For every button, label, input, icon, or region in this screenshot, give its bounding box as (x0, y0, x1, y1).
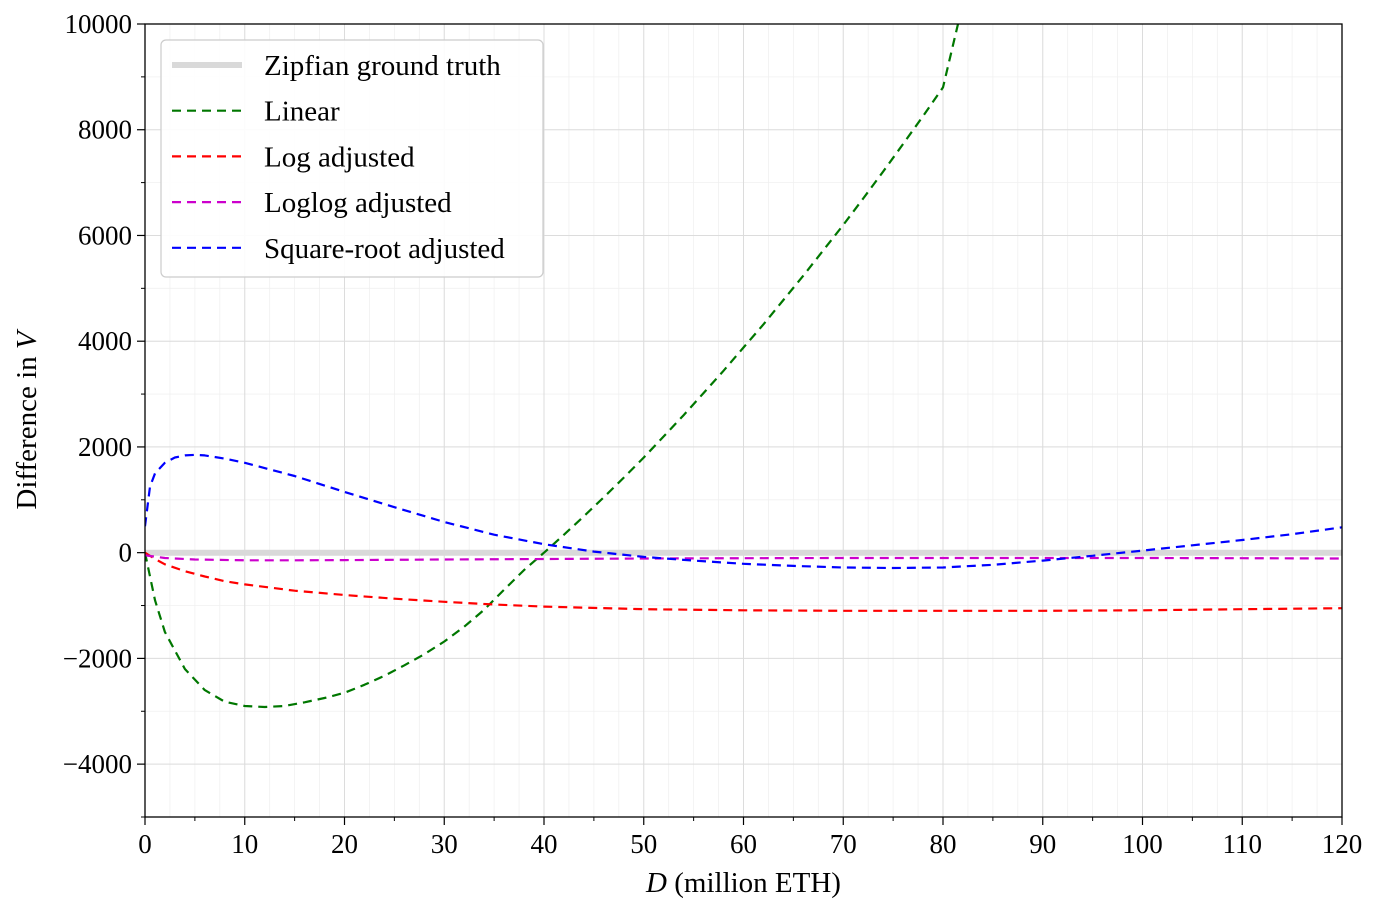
x-tick-label: 20 (331, 829, 358, 859)
x-tick-label: 10 (231, 829, 258, 859)
x-tick-label: 0 (138, 829, 152, 859)
x-axis-label: D (million ETH) (645, 867, 841, 899)
x-axis-label-rest: (million ETH) (667, 867, 841, 899)
series-line-2 (145, 551, 1342, 612)
axis-ticks (137, 23, 1343, 825)
y-axis-label-var: V (11, 328, 43, 349)
tick-labels: 0 10 20 30 40 50 60 70 80 90 100 110 120 −4000 −2000 0 2… (63, 9, 1362, 859)
x-tick-label: 30 (431, 829, 458, 859)
x-axis-label-var: D (645, 867, 667, 899)
legend: Zipfian ground truth Linear Log adjusted Lo… (160, 39, 544, 278)
plot-area (145, 24, 1342, 709)
y-axis-label: Difference in V (11, 328, 43, 510)
x-tick-label: 60 (730, 829, 757, 859)
y-tick-label: −4000 (63, 749, 132, 779)
legend-label-1: Linear (264, 96, 340, 128)
series-line-4 (145, 453, 1342, 570)
y-tick-label: 2000 (78, 432, 132, 462)
series-line-3 (145, 554, 1342, 562)
x-tick-label: 90 (1029, 829, 1056, 859)
y-tick-label: 4000 (78, 326, 132, 356)
y-tick-label: −2000 (63, 643, 132, 673)
legend-label-3: Loglog adjusted (264, 187, 452, 219)
x-tick-label: 40 (531, 829, 558, 859)
x-tick-label: 50 (630, 829, 657, 859)
legend-box (160, 39, 544, 278)
y-tick-label: 8000 (78, 115, 132, 145)
x-tick-label: 100 (1122, 829, 1163, 859)
x-tick-label: 80 (930, 829, 957, 859)
x-tick-label: 120 (1322, 829, 1363, 859)
x-tick-label: 110 (1223, 829, 1263, 859)
x-tick-label: 70 (830, 829, 857, 859)
y-tick-label: 10000 (65, 9, 133, 39)
legend-label-0: Zipfian ground truth (264, 50, 501, 82)
y-tick-label: 0 (119, 538, 133, 568)
legend-label-2: Log adjusted (264, 141, 415, 173)
legend-label-4: Square-root adjusted (264, 233, 505, 265)
series-line-1 (145, 24, 960, 709)
y-axis-label-prefix: Difference in (11, 349, 43, 510)
y-tick-label: 6000 (78, 220, 132, 250)
